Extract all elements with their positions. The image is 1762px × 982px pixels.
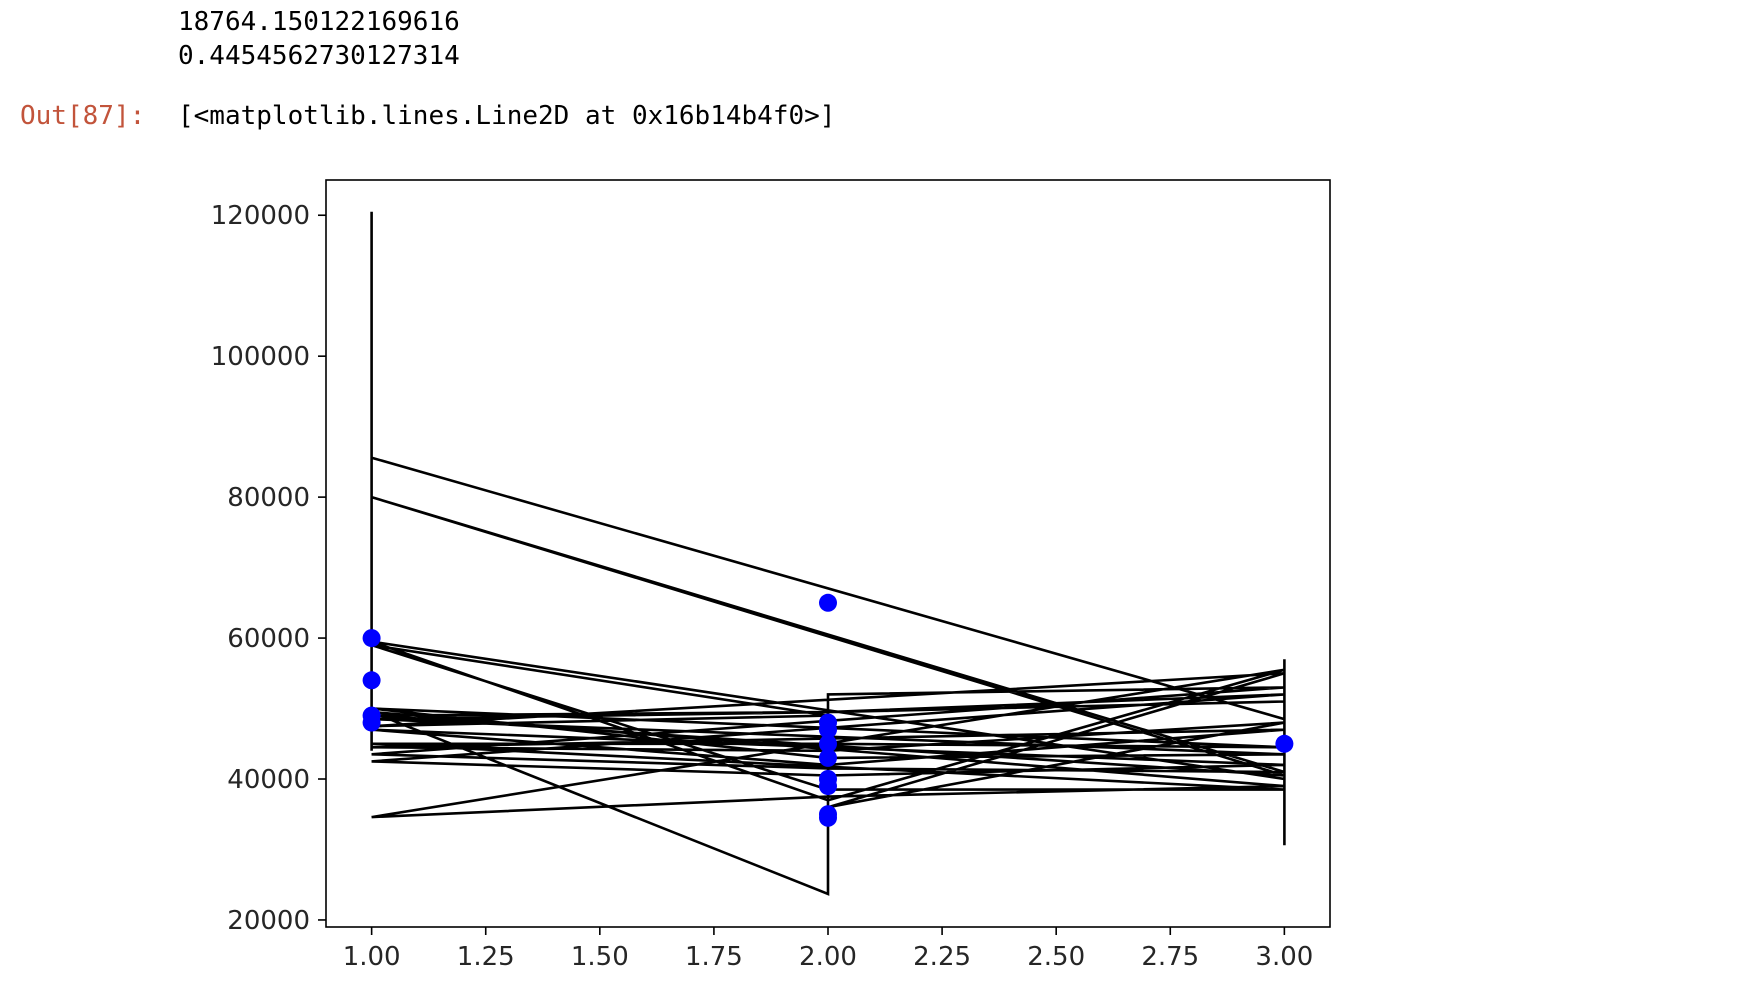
- stdout-line: 0.4454562730127314: [178, 41, 460, 71]
- y-axis: 20000 40000 60000 80000 100000 120000: [211, 201, 326, 936]
- stdout-line: 18764.150122169616: [178, 7, 460, 37]
- y-tick-label: 60000: [227, 624, 310, 654]
- y-tick-label: 120000: [211, 201, 310, 231]
- scatter-point: [362, 671, 381, 690]
- x-tick-label: 2.50: [1027, 942, 1085, 972]
- scatter-point: [819, 748, 837, 767]
- x-axis: 1.00 1.25 1.50 1.75 2.00 2.25 2.50 2.75 3.00: [343, 927, 1313, 972]
- output-repr: [<matplotlib.lines.Line2D at 0x16b14b4f0…: [178, 101, 836, 131]
- scatter-point: [362, 629, 381, 648]
- scatter-point: [819, 593, 837, 612]
- x-tick-label: 2.25: [913, 942, 971, 972]
- x-tick-label: 2.75: [1141, 942, 1199, 972]
- x-tick-label: 1.00: [343, 942, 401, 972]
- scatter-point: [819, 777, 837, 796]
- y-tick-label: 20000: [227, 906, 310, 936]
- y-tick-label: 80000: [227, 483, 310, 513]
- x-tick-label: 1.75: [685, 942, 743, 972]
- x-tick-label: 1.25: [457, 942, 515, 972]
- output-prompt: Out[87]:: [20, 101, 146, 131]
- y-tick-label: 100000: [211, 342, 310, 372]
- x-tick-label: 3.00: [1255, 942, 1313, 972]
- scatter-point: [819, 808, 837, 827]
- scatter-point: [1275, 734, 1294, 753]
- x-tick-label: 2.00: [799, 942, 857, 972]
- y-tick-label: 40000: [227, 765, 310, 795]
- scatter-series-layer: [362, 593, 1294, 827]
- scatter-point: [819, 734, 837, 753]
- scatter-point: [362, 713, 381, 732]
- x-tick-label: 1.50: [571, 942, 629, 972]
- scatter-point: [819, 720, 837, 739]
